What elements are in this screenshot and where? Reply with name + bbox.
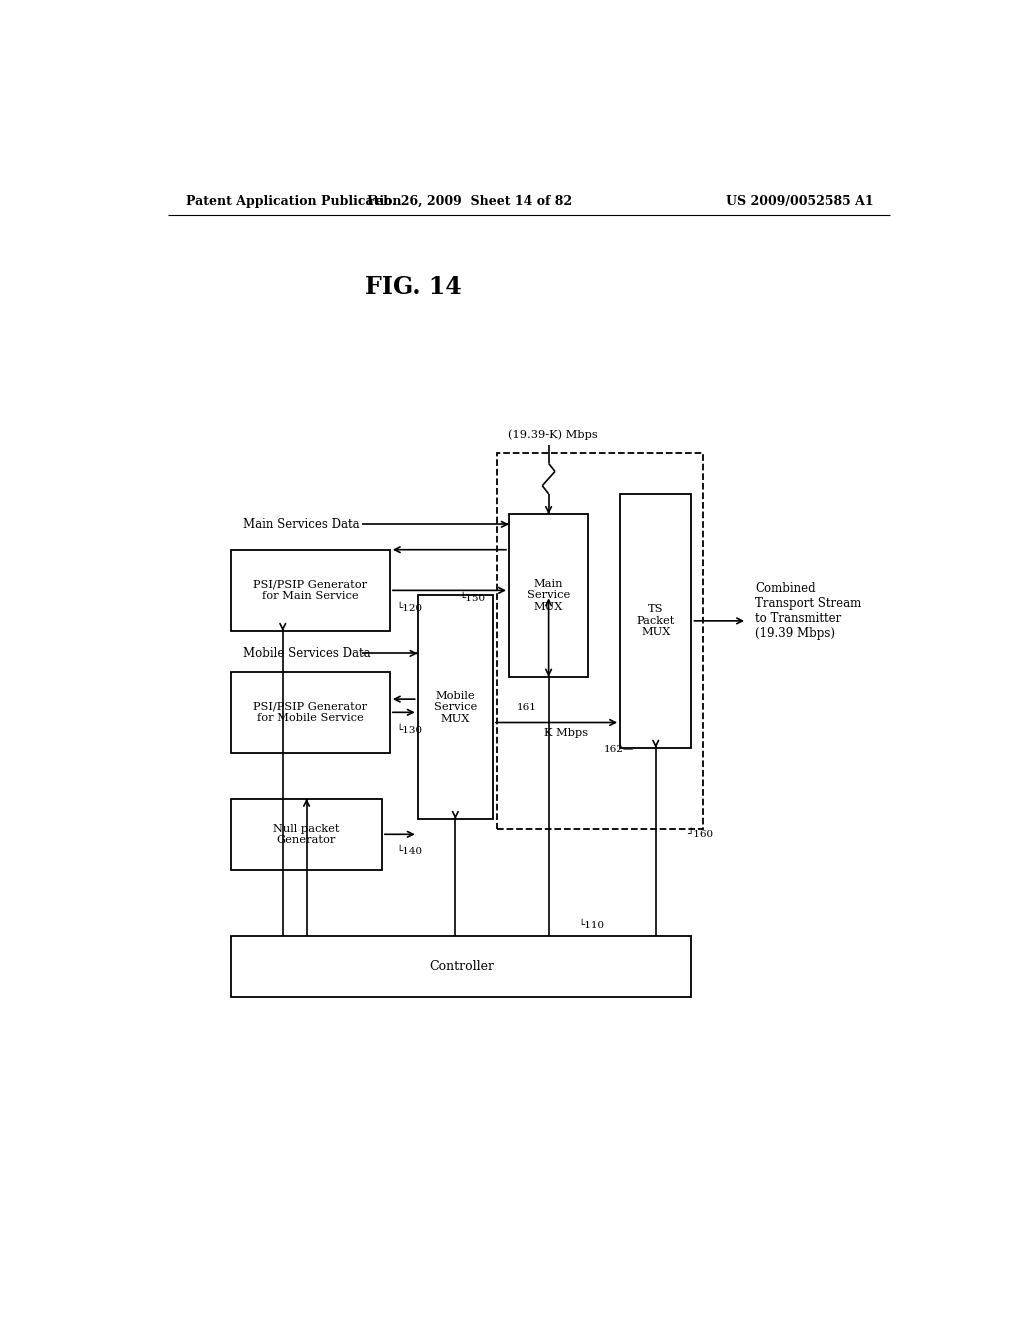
Text: FIG. 14: FIG. 14 [366,276,462,300]
Text: Mobile Services Data: Mobile Services Data [243,647,371,660]
Text: Combined
Transport Stream
to Transmitter
(19.39 Mbps): Combined Transport Stream to Transmitter… [755,582,861,640]
Bar [231,672,390,752]
Text: └150: └150 [460,594,485,603]
Text: └110: └110 [579,921,605,931]
Bar [620,494,691,748]
Text: TS
Packet
MUX: TS Packet MUX [637,605,675,638]
Text: K Mbps: K Mbps [544,727,588,738]
Bar [418,595,494,818]
Text: ┘160: ┘160 [687,829,714,840]
Text: PSI/PSIP Generator
for Mobile Service: PSI/PSIP Generator for Mobile Service [254,701,368,723]
Text: └130: └130 [396,726,422,735]
Text: Patent Application Publication: Patent Application Publication [186,194,401,207]
Text: 161: 161 [517,702,537,711]
Bar [497,453,703,829]
Text: US 2009/0052585 A1: US 2009/0052585 A1 [726,194,873,207]
Text: (19.39-K) Mbps: (19.39-K) Mbps [508,429,597,440]
Text: 162—: 162— [604,746,635,755]
Text: └140: └140 [396,847,422,857]
Text: Feb. 26, 2009  Sheet 14 of 82: Feb. 26, 2009 Sheet 14 of 82 [367,194,571,207]
Text: Mobile
Service
MUX: Mobile Service MUX [434,690,477,723]
Text: Controller: Controller [429,960,494,973]
Bar [231,799,382,870]
Bar [509,515,588,677]
Text: Null packet
Generator: Null packet Generator [273,824,340,845]
Bar [231,936,691,997]
Bar [231,549,390,631]
Text: Main
Service
MUX: Main Service MUX [527,579,570,612]
Text: └120: └120 [396,605,422,614]
Text: PSI/PSIP Generator
for Main Service: PSI/PSIP Generator for Main Service [254,579,368,601]
Text: Main Services Data: Main Services Data [243,517,359,531]
